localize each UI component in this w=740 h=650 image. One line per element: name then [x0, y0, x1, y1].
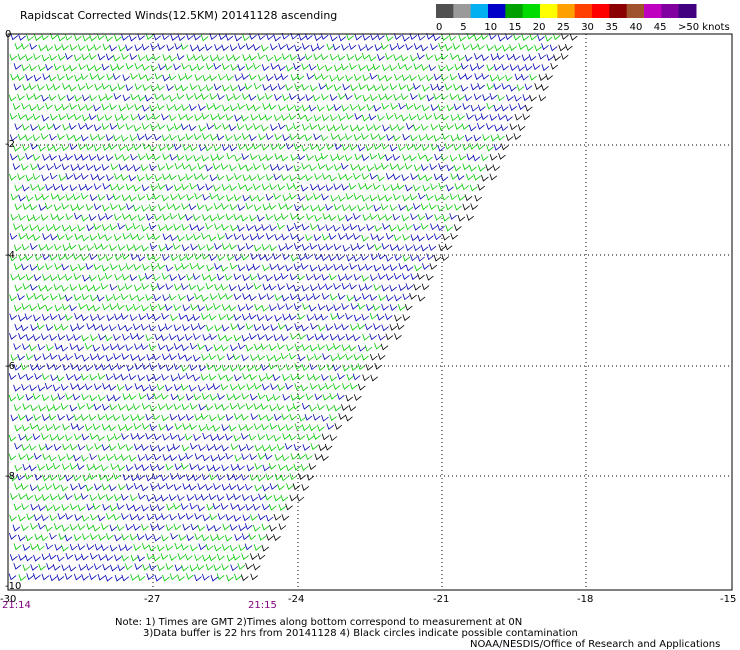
x-tick-label: -18	[577, 594, 593, 605]
y-tick-label: -4	[5, 250, 15, 261]
y-tick-label: -2	[5, 139, 15, 150]
color-bar-swatch	[661, 4, 680, 18]
y-tick-label: 0	[5, 29, 11, 40]
color-bar-label: 0	[436, 22, 442, 33]
color-bar-swatch	[609, 4, 628, 18]
color-bar-swatch	[592, 4, 610, 18]
color-bar-swatch	[626, 4, 645, 18]
y-tick-label: -6	[5, 361, 15, 372]
color-bar-label: >50 knots	[678, 22, 730, 33]
x-tick-labels: -30 -27 -24 -21 -18 -15	[0, 594, 736, 605]
x-tick-label: -15	[720, 594, 736, 605]
color-bar-label: 20	[533, 22, 546, 33]
note-line-1: Note: 1) Times are GMT 2)Times along bot…	[115, 617, 523, 628]
x-tick-label: -30	[0, 594, 16, 605]
color-bar-label: 10	[484, 22, 497, 33]
wind-barb-group	[8, 32, 561, 582]
color-bar-swatch	[678, 4, 697, 18]
color-bar-swatch	[505, 4, 524, 18]
color-bar-label: 25	[557, 22, 570, 33]
color-bar-swatch	[453, 4, 472, 18]
y-tick-labels: 0 -2 -4 -6 -8 -10	[5, 29, 21, 592]
color-bar-swatch	[644, 4, 662, 18]
color-bar: 0 5 10 15 20 25 30 35 40 45 >50 knots	[436, 4, 730, 33]
x-tick-label: -27	[144, 594, 160, 605]
wind-barb-group	[240, 33, 578, 582]
color-bar-swatch	[522, 4, 541, 18]
color-bar-swatch	[436, 4, 454, 18]
plot-frame	[7, 33, 733, 591]
color-bar-swatch	[557, 4, 576, 18]
color-bar-swatch	[470, 4, 489, 18]
color-bar-swatch	[488, 4, 506, 18]
y-tick-label: -8	[5, 471, 15, 482]
time-label: 21:14	[2, 600, 31, 611]
note-line-2: 3)Data buffer is 22 hrs from 20141128 4)…	[143, 628, 578, 639]
color-bar-label: 45	[654, 22, 667, 33]
color-bar-label: 35	[605, 22, 618, 33]
note-line-3: NOAA/NESDIS/Office of Research and Appli…	[470, 639, 721, 650]
time-label: 21:15	[248, 600, 277, 611]
color-bar-label: 30	[581, 22, 594, 33]
color-bar-label: 15	[509, 22, 522, 33]
x-tick-label: -21	[433, 594, 449, 605]
wind-barb-group	[8, 32, 558, 582]
color-bar-swatch	[540, 4, 558, 18]
map-title: Rapidscat Corrected Winds(12.5KM) 201411…	[20, 9, 338, 22]
x-tick-label: -24	[288, 594, 304, 605]
color-bar-label: 5	[460, 22, 466, 33]
color-bar-swatch	[574, 4, 593, 18]
color-bar-label: 40	[630, 22, 643, 33]
wind-barbs	[8, 32, 578, 582]
y-tick-label: -10	[5, 581, 21, 592]
grid-lines	[8, 34, 732, 590]
